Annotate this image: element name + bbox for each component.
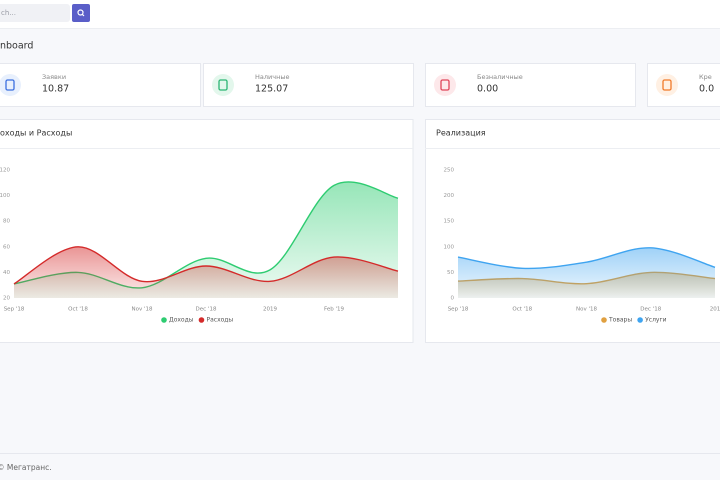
chart-card	[425, 119, 720, 343]
stat-icon	[212, 74, 234, 96]
x-tick-label: Sep '18	[448, 307, 469, 313]
line	[457, 247, 716, 270]
stat-icon-glyph	[662, 79, 672, 91]
stat-label: Заявки	[42, 73, 66, 81]
stat-card	[203, 63, 414, 107]
stat-label: Безналичные	[477, 73, 523, 81]
y-tick-label: 40	[3, 270, 10, 276]
x-tick-label: 2019	[263, 307, 277, 313]
stat-card	[425, 63, 636, 107]
stat-value: 0.00	[477, 84, 498, 95]
legend-label: Услуги	[645, 317, 666, 324]
y-tick-label: 100	[444, 244, 455, 250]
x-tick-label: 201	[710, 307, 720, 313]
stat-label: Наличные	[255, 73, 289, 81]
legend-label: Расходы	[206, 317, 233, 324]
stat-icon-glyph	[5, 79, 15, 91]
x-tick-label: Nov '18	[576, 307, 597, 313]
legend-marker	[198, 317, 205, 323]
stat-card	[0, 63, 201, 107]
stat-value: 125.07	[255, 84, 288, 95]
chart-title: Реализация	[436, 129, 486, 138]
x-tick-label: Oct '18	[68, 307, 88, 313]
search-input[interactable]	[0, 4, 70, 22]
stat-label: Кре	[699, 73, 712, 81]
y-tick-label: 60	[3, 244, 10, 250]
legend-marker	[601, 317, 607, 323]
x-tick-label: Dec '18	[196, 307, 217, 313]
legend-label: Товары	[608, 317, 632, 324]
y-tick-label: 20	[3, 296, 10, 302]
line	[13, 246, 399, 285]
search-icon	[77, 9, 84, 16]
stat-icon	[656, 74, 678, 96]
y-tick-label: 250	[444, 168, 455, 174]
x-tick-label: Nov '18	[132, 307, 153, 313]
legend-label: Доходы	[169, 317, 194, 324]
stat-cards: Заявки10.87Наличные125.07Безналичные0.00…	[0, 63, 720, 107]
y-tick-label: 50	[447, 270, 454, 276]
search-placeholder: ch...	[1, 9, 16, 17]
stat-value: 0.0	[699, 84, 714, 95]
stat-icon-glyph	[440, 79, 450, 91]
y-tick-label: 200	[444, 193, 455, 199]
area	[14, 246, 398, 298]
y-tick-label: 100	[0, 193, 10, 199]
search-button[interactable]	[72, 4, 90, 22]
x-tick-label: Sep '18	[4, 307, 25, 313]
area	[458, 247, 715, 298]
y-tick-label: 120	[0, 168, 10, 174]
footer-text: © Мегатранс.	[0, 463, 52, 472]
y-tick-label: 80	[3, 219, 10, 225]
legend-marker	[637, 317, 643, 323]
top-bar	[0, 0, 720, 28]
y-tick-label: 0	[451, 296, 455, 302]
stat-icon	[434, 74, 456, 96]
y-tick-label: 150	[444, 219, 455, 225]
chart-title: оходы и Расходы	[0, 129, 72, 138]
x-tick-label: Dec '18	[640, 307, 661, 313]
page-title: nboard	[0, 41, 33, 52]
x-tick-label: Oct '18	[512, 307, 532, 313]
stat-value: 10.87	[42, 84, 69, 95]
stat-icon	[0, 74, 21, 96]
stat-icon-glyph	[218, 79, 228, 91]
search-icon	[81, 13, 85, 17]
x-tick-label: Feb '19	[324, 307, 344, 313]
legend-marker	[161, 317, 167, 323]
